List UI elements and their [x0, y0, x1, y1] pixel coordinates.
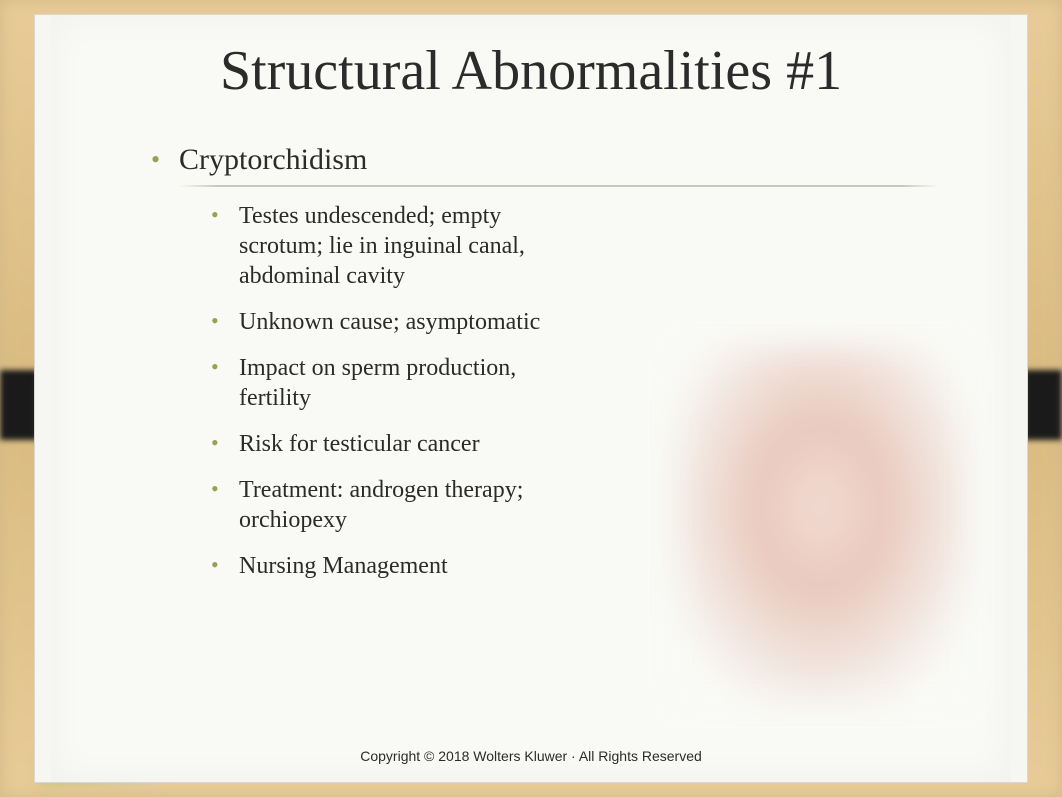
anatomy-illustration-blur: [671, 345, 971, 705]
sub-bullet-item: Impact on sperm production, fertility: [211, 353, 581, 413]
main-bullet-item: Cryptorchidism: [151, 143, 951, 177]
sub-bullet-item: Treatment: androgen therapy; orchiopexy: [211, 475, 581, 535]
slide-container: Structural Abnormalities #1 Cryptorchidi…: [34, 14, 1028, 783]
nav-next-blur: [1024, 370, 1062, 440]
sub-bullet-item: Risk for testicular cancer: [211, 429, 581, 459]
slide-surface: Structural Abnormalities #1 Cryptorchidi…: [51, 15, 1011, 782]
slide-title: Structural Abnormalities #1: [51, 15, 1011, 113]
divider-rule: [179, 185, 939, 187]
copyright-text: Copyright © 2018 Wolters Kluwer · All Ri…: [51, 748, 1011, 764]
sub-bullet-item: Unknown cause; asymptomatic: [211, 307, 581, 337]
sub-bullet-item: Nursing Management: [211, 551, 581, 581]
main-bullet-list: Cryptorchidism: [151, 143, 951, 177]
sub-bullet-item: Testes undescended; empty scrotum; lie i…: [211, 201, 581, 291]
nav-prev-blur: [0, 370, 38, 440]
sub-bullet-list: Testes undescended; empty scrotum; lie i…: [151, 201, 581, 581]
